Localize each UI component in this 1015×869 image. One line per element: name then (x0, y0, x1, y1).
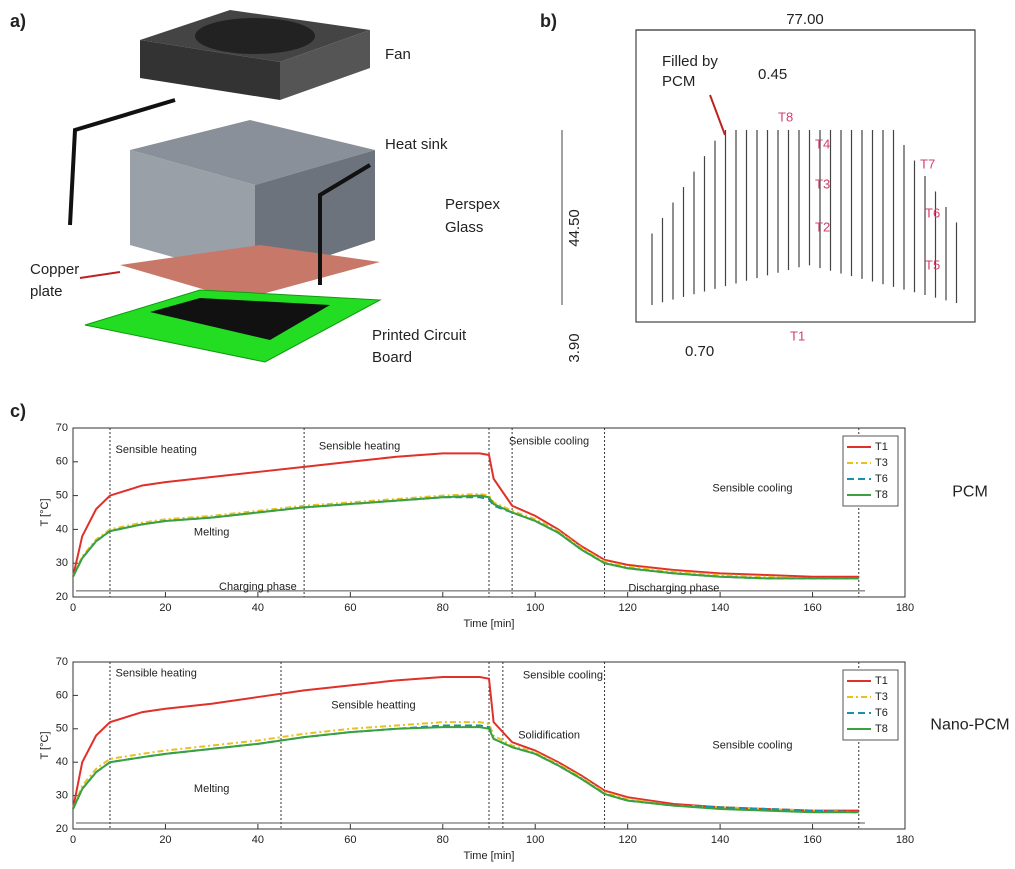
label: Printed Circuit (372, 327, 467, 344)
x-tick-label: 20 (159, 834, 171, 846)
x-tick-label: 60 (344, 834, 356, 846)
copper-plate (120, 245, 380, 300)
dimension: 0.45 (758, 66, 787, 83)
dimension: 77.00 (786, 11, 824, 28)
x-axis-label: Time [min] (464, 850, 515, 862)
sensor: T7 (920, 156, 935, 171)
x-tick-label: 0 (70, 602, 76, 614)
annotation: Sensible cooling (523, 669, 603, 681)
annotation: Charging phase (219, 581, 297, 593)
arrow (710, 95, 725, 135)
annotation: Sensible heating (116, 668, 197, 680)
x-tick-label: 180 (896, 602, 914, 614)
y-tick-label: 40 (56, 523, 68, 535)
dimension: 3.90 (566, 333, 583, 362)
x-axis-label: Time [min] (464, 618, 515, 630)
label: Perspex (445, 196, 501, 213)
sensor: T6 (925, 205, 940, 220)
x-tick-label: 120 (618, 602, 636, 614)
sensor: T5 (925, 257, 940, 272)
figure: a) Fan Heat sink Perspex Glass Copper pl… (0, 0, 1015, 869)
x-tick-label: 120 (618, 834, 636, 846)
note: Filled by (662, 53, 718, 70)
annotation: Discharging phase (628, 582, 719, 594)
annotation: Melting (194, 527, 229, 539)
x-tick-label: 140 (711, 834, 729, 846)
sensor: T1 (790, 328, 805, 343)
annotation: Sensible heatting (331, 699, 415, 711)
note: PCM (662, 73, 695, 90)
x-tick-label: 40 (252, 602, 264, 614)
x-tick-label: 140 (711, 602, 729, 614)
y-tick-label: 40 (56, 756, 68, 768)
series-line (73, 722, 859, 812)
fan (140, 10, 370, 100)
annotation: Sensible cooling (712, 483, 792, 495)
series-line (73, 497, 859, 578)
x-tick-label: 100 (526, 834, 544, 846)
y-axis-label: T [°C] (39, 498, 51, 526)
y-tick-label: 60 (56, 689, 68, 701)
x-tick-label: 160 (803, 602, 821, 614)
y-tick-label: 20 (56, 591, 68, 603)
sensor: T2 (815, 219, 830, 234)
label: Copper (30, 261, 79, 278)
panel-side-label: Nano-PCM (930, 717, 1009, 734)
legend-label: T1 (875, 675, 888, 687)
annotation: Sensible cooling (509, 435, 589, 447)
legend-label: T6 (875, 707, 888, 719)
panel-side-label: PCM (952, 484, 988, 501)
x-tick-label: 100 (526, 602, 544, 614)
sensor: T4 (815, 136, 830, 151)
x-tick-label: 0 (70, 834, 76, 846)
page: a) Fan Heat sink Perspex Glass Copper pl… (0, 0, 1015, 869)
x-tick-label: 20 (159, 602, 171, 614)
dimension: 0.70 (685, 343, 714, 360)
y-tick-label: 70 (56, 422, 68, 434)
y-tick-label: 30 (56, 557, 68, 569)
dimension: 44.50 (566, 209, 583, 247)
legend-label: T3 (875, 457, 888, 469)
legend-label: T8 (875, 489, 888, 501)
series-line (73, 494, 859, 578)
x-tick-label: 80 (437, 834, 449, 846)
label: Glass (445, 219, 483, 236)
y-tick-label: 70 (56, 656, 68, 668)
sensor: T3 (815, 176, 830, 191)
annotation: Melting (194, 783, 229, 795)
x-tick-label: 180 (896, 834, 914, 846)
panel-label: c) (10, 401, 26, 421)
y-tick-label: 20 (56, 823, 68, 835)
series-line (73, 496, 859, 579)
legend-label: T1 (875, 441, 888, 453)
x-tick-label: 40 (252, 834, 264, 846)
y-tick-label: 30 (56, 790, 68, 802)
legend-label: T6 (875, 473, 888, 485)
series-line (73, 453, 859, 576)
y-axis-label: T [°C] (39, 731, 51, 759)
x-tick-label: 60 (344, 602, 356, 614)
x-tick-label: 160 (803, 834, 821, 846)
x-tick-label: 80 (437, 602, 449, 614)
label: Fan (385, 46, 411, 63)
annotation: Sensible heating (116, 444, 197, 456)
annotation: Sensible cooling (712, 739, 792, 751)
panel-label: b) (540, 11, 557, 31)
sensor: T8 (778, 109, 793, 124)
y-tick-label: 50 (56, 723, 68, 735)
arrow (80, 272, 120, 278)
legend-label: T3 (875, 691, 888, 703)
legend-label: T8 (875, 723, 888, 735)
panel-label: a) (10, 11, 26, 31)
label: Heat sink (385, 136, 448, 153)
y-tick-label: 50 (56, 490, 68, 502)
label: plate (30, 283, 63, 300)
annotation: Solidification (518, 729, 580, 741)
label: Board (372, 349, 412, 366)
annotation: Sensible heating (319, 440, 400, 452)
y-tick-label: 60 (56, 456, 68, 468)
